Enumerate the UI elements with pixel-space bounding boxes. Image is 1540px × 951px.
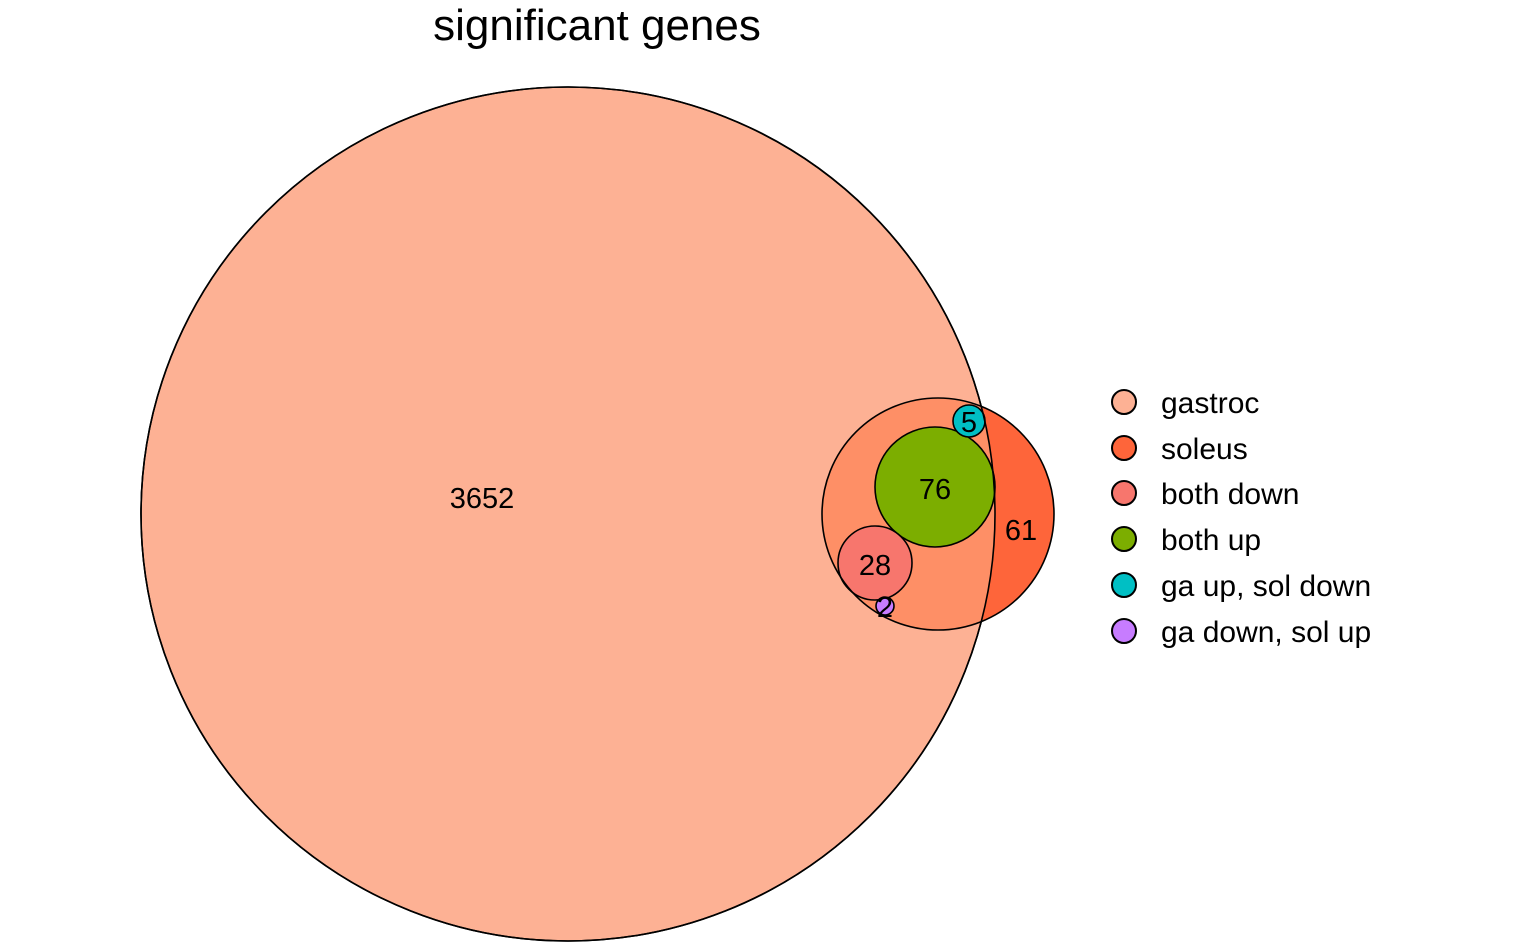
ga-down-sol-up-circle: [875, 596, 895, 616]
legend-swatch-both-down: [1111, 480, 1137, 506]
count-soleus-only: 61: [1005, 515, 1037, 547]
count-ga-down-sol-up: 2: [877, 592, 893, 624]
legend-label-gastroc: gastroc: [1161, 387, 1259, 420]
legend-swatch-both-up: [1111, 526, 1137, 552]
gastroc-outline: [140, 86, 996, 942]
legend-item-gastroc: gastroc: [1111, 387, 1259, 420]
legend-item-ga-down-sol-up: ga down, sol up: [1111, 616, 1371, 649]
both-up-circle: [874, 426, 996, 548]
count-ga-up-sol-down: 5: [961, 407, 977, 439]
legend-label-ga-up-sol-down: ga up, sol down: [1161, 570, 1371, 603]
legend-label-ga-down-sol-up: ga down, sol up: [1161, 616, 1371, 649]
legend-swatch-ga-up-sol-down: [1111, 572, 1137, 598]
diagram-title: significant genes: [433, 1, 761, 50]
legend-label-soleus: soleus: [1161, 433, 1248, 466]
count-both-down: 28: [859, 550, 891, 582]
legend-item-both-down: both down: [1111, 478, 1299, 511]
both-down-circle: [837, 525, 913, 601]
legend-swatch-gastroc: [1111, 389, 1137, 415]
soleus-outline: [821, 397, 1055, 631]
legend: gastroc soleus both down both up ga up, …: [1111, 387, 1371, 649]
legend-swatch-soleus: [1111, 435, 1137, 461]
legend-label-both-down: both down: [1161, 478, 1299, 511]
legend-item-soleus: soleus: [1111, 433, 1248, 466]
legend-swatch-ga-down-sol-up: [1111, 618, 1137, 644]
legend-item-ga-up-sol-down: ga up, sol down: [1111, 570, 1371, 603]
legend-item-both-up: both up: [1111, 524, 1261, 557]
count-both-up: 76: [919, 474, 951, 506]
count-gastroc-only: 3652: [450, 483, 515, 515]
legend-label-both-up: both up: [1161, 524, 1261, 557]
